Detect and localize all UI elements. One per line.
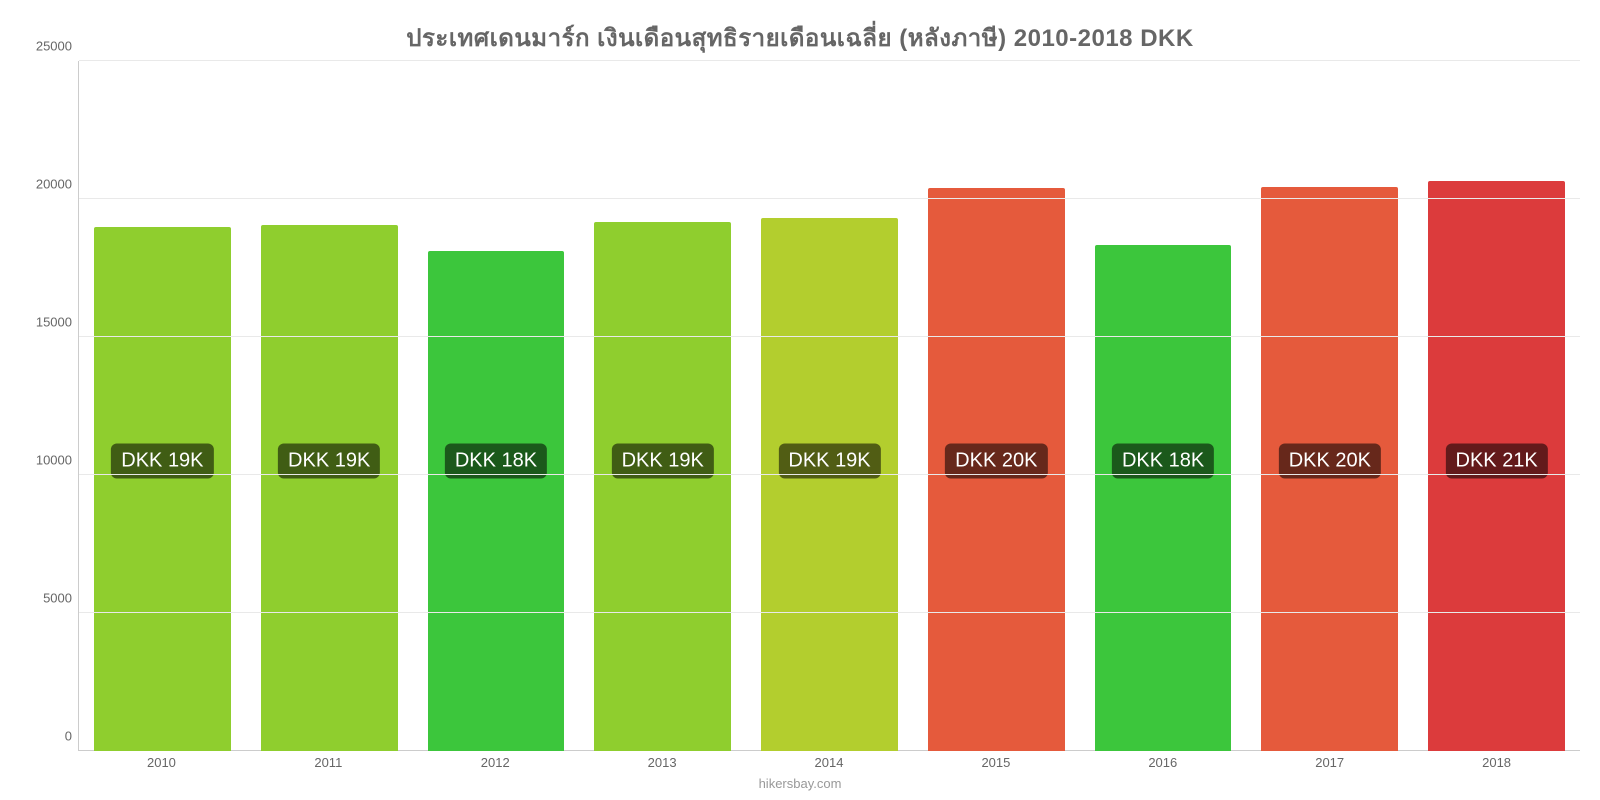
bar-slot: DKK 19K: [579, 61, 746, 751]
bar-slot: DKK 21K: [1413, 61, 1580, 751]
y-tick-label: 25000: [36, 39, 72, 54]
bar-slot: DKK 19K: [79, 61, 246, 751]
bar-slot: DKK 19K: [746, 61, 913, 751]
grid-line: [79, 198, 1580, 199]
x-tick-label: 2016: [1079, 755, 1246, 770]
bar: [1095, 245, 1232, 751]
plot-container: 0500010000150002000025000 DKK 19KDKK 19K…: [20, 61, 1580, 751]
bars-group: DKK 19KDKK 19KDKK 18KDKK 19KDKK 19KDKK 2…: [79, 61, 1580, 751]
bar: [594, 222, 731, 751]
x-tick-label: 2011: [245, 755, 412, 770]
x-tick-label: 2012: [412, 755, 579, 770]
bar-slot: DKK 18K: [1080, 61, 1247, 751]
y-tick-label: 5000: [43, 591, 72, 606]
x-tick-label: 2013: [579, 755, 746, 770]
x-tick-label: 2014: [746, 755, 913, 770]
bar: [428, 251, 565, 751]
grid-line: [79, 336, 1580, 337]
attribution: hikersbay.com: [20, 776, 1580, 791]
x-tick-label: 2018: [1413, 755, 1580, 770]
x-tick-label: 2010: [78, 755, 245, 770]
y-tick-label: 10000: [36, 453, 72, 468]
grid-line: [79, 60, 1580, 61]
chart-container: ประเทศเดนมาร์ก เงินเดือนสุทธิรายเดือนเฉล…: [0, 0, 1600, 800]
y-tick-label: 15000: [36, 315, 72, 330]
x-tick-label: 2017: [1246, 755, 1413, 770]
bar-slot: DKK 20K: [1246, 61, 1413, 751]
grid-line: [79, 474, 1580, 475]
y-axis: 0500010000150002000025000: [20, 61, 78, 751]
grid-line: [79, 612, 1580, 613]
bar-slot: DKK 20K: [913, 61, 1080, 751]
bar: [761, 218, 898, 751]
bar-slot: DKK 18K: [413, 61, 580, 751]
bar-slot: DKK 19K: [246, 61, 413, 751]
chart-title: ประเทศเดนมาร์ก เงินเดือนสุทธิรายเดือนเฉล…: [20, 18, 1580, 57]
bar: [94, 227, 231, 751]
bar: [261, 225, 398, 751]
y-tick-label: 0: [65, 729, 72, 744]
y-tick-label: 20000: [36, 177, 72, 192]
x-axis: 201020112012201320142015201620172018: [78, 755, 1580, 770]
plot-area: DKK 19KDKK 19KDKK 18KDKK 19KDKK 19KDKK 2…: [78, 61, 1580, 751]
x-tick-label: 2015: [912, 755, 1079, 770]
